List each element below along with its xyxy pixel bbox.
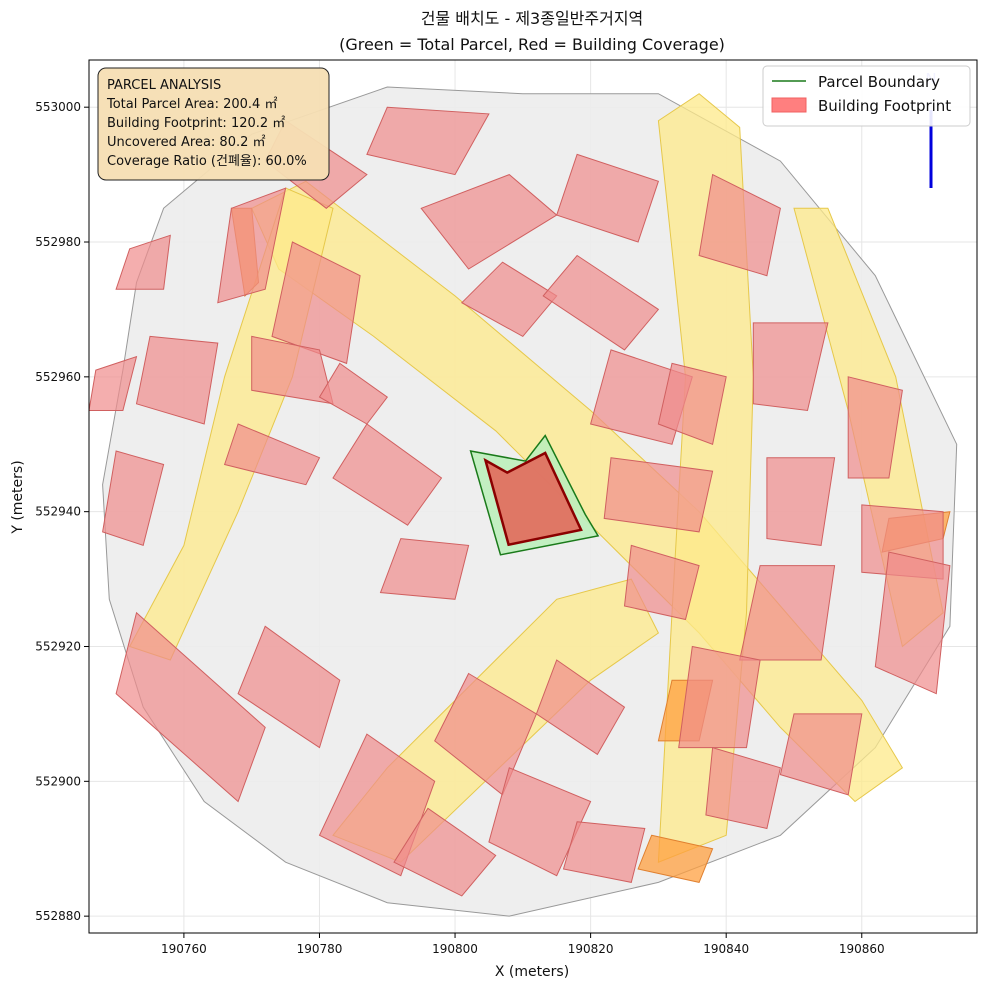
x-tick-label: 190760 xyxy=(161,942,207,956)
context-building xyxy=(332,423,443,526)
x-tick-label: 190780 xyxy=(297,942,343,956)
context-building xyxy=(318,362,389,425)
y-tick-label: 552960 xyxy=(35,370,81,384)
y-axis-ticks: 552880 552900 552920 552940 552960 552980 5530… xyxy=(35,100,89,923)
y-axis-label: Y (meters) xyxy=(10,460,26,534)
legend-box xyxy=(762,65,971,127)
context-building xyxy=(393,807,497,897)
context-building xyxy=(115,611,266,803)
building-footprint xyxy=(483,451,583,547)
context-building xyxy=(705,746,781,830)
x-axis-label: X (meters) xyxy=(495,964,569,980)
annex-polygon xyxy=(637,834,714,883)
legend: Parcel Boundary Building Footprint xyxy=(762,65,971,127)
x-tick-label: 190860 xyxy=(839,942,885,956)
context-building-layer xyxy=(89,106,951,897)
context-building xyxy=(766,457,836,546)
y-tick-label: 552880 xyxy=(35,909,81,923)
y-tick-label: 553000 xyxy=(35,100,81,114)
context-building xyxy=(488,767,592,877)
y-tick-label: 552920 xyxy=(35,639,81,653)
legend-swatch-footprint xyxy=(771,97,807,113)
context-building xyxy=(237,625,341,749)
context-building xyxy=(379,538,470,600)
axes-frame xyxy=(88,59,978,934)
context-building xyxy=(678,645,761,749)
legend-label-parcel: Parcel Boundary xyxy=(818,73,940,91)
context-building xyxy=(271,241,361,365)
context-building xyxy=(460,261,558,338)
context-building xyxy=(115,234,171,290)
x-tick-label: 190800 xyxy=(432,942,478,956)
info-line-title: PARCEL ANALYSIS xyxy=(107,78,221,93)
context-building xyxy=(223,423,321,486)
context-building xyxy=(556,153,660,243)
y-tick-label: 552900 xyxy=(35,774,81,788)
context-building xyxy=(752,322,829,412)
x-tick-label: 190840 xyxy=(703,942,749,956)
chart-title: 건물 배치도 - 제3종일반주거지역 xyxy=(421,9,644,28)
context-building xyxy=(874,551,951,695)
context-building xyxy=(657,362,727,445)
target-parcel-layer xyxy=(469,434,600,556)
x-tick-label: 190820 xyxy=(568,942,614,956)
context-building xyxy=(535,659,626,756)
legend-label-footprint: Building Footprint xyxy=(818,97,951,115)
parcel-analysis-box: PARCEL ANALYSIS Total Parcel Area: 200.4… xyxy=(97,67,330,181)
context-building xyxy=(847,376,903,479)
context-building xyxy=(89,355,138,411)
info-line-footprint: Building Footprint: 120.2 ㎡ xyxy=(107,116,285,131)
info-line-coverage: Coverage Ratio (건폐율): 60.0% xyxy=(107,154,307,169)
context-building xyxy=(739,565,836,661)
context-building xyxy=(135,335,219,425)
chart-subtitle: (Green = Total Parcel, Red = Building Co… xyxy=(339,35,725,54)
context-building xyxy=(779,713,863,796)
info-line-uncovered: Uncovered Area: 80.2 ㎡ xyxy=(107,135,266,150)
context-building xyxy=(603,457,714,533)
y-tick-label: 552980 xyxy=(35,235,81,249)
info-line-parcel-area: Total Parcel Area: 200.4 ㎡ xyxy=(106,97,277,112)
x-axis-ticks: 190760 190780 190800 190820 190840 190860 xyxy=(161,933,885,956)
context-building xyxy=(542,254,660,351)
map-layers xyxy=(89,86,958,917)
context-building xyxy=(698,173,781,277)
context-building xyxy=(623,544,700,621)
context-building xyxy=(366,106,490,176)
context-building xyxy=(318,733,436,877)
context-building xyxy=(102,450,165,547)
y-tick-label: 552940 xyxy=(35,505,81,519)
context-building xyxy=(217,187,287,304)
context-building xyxy=(562,821,646,883)
